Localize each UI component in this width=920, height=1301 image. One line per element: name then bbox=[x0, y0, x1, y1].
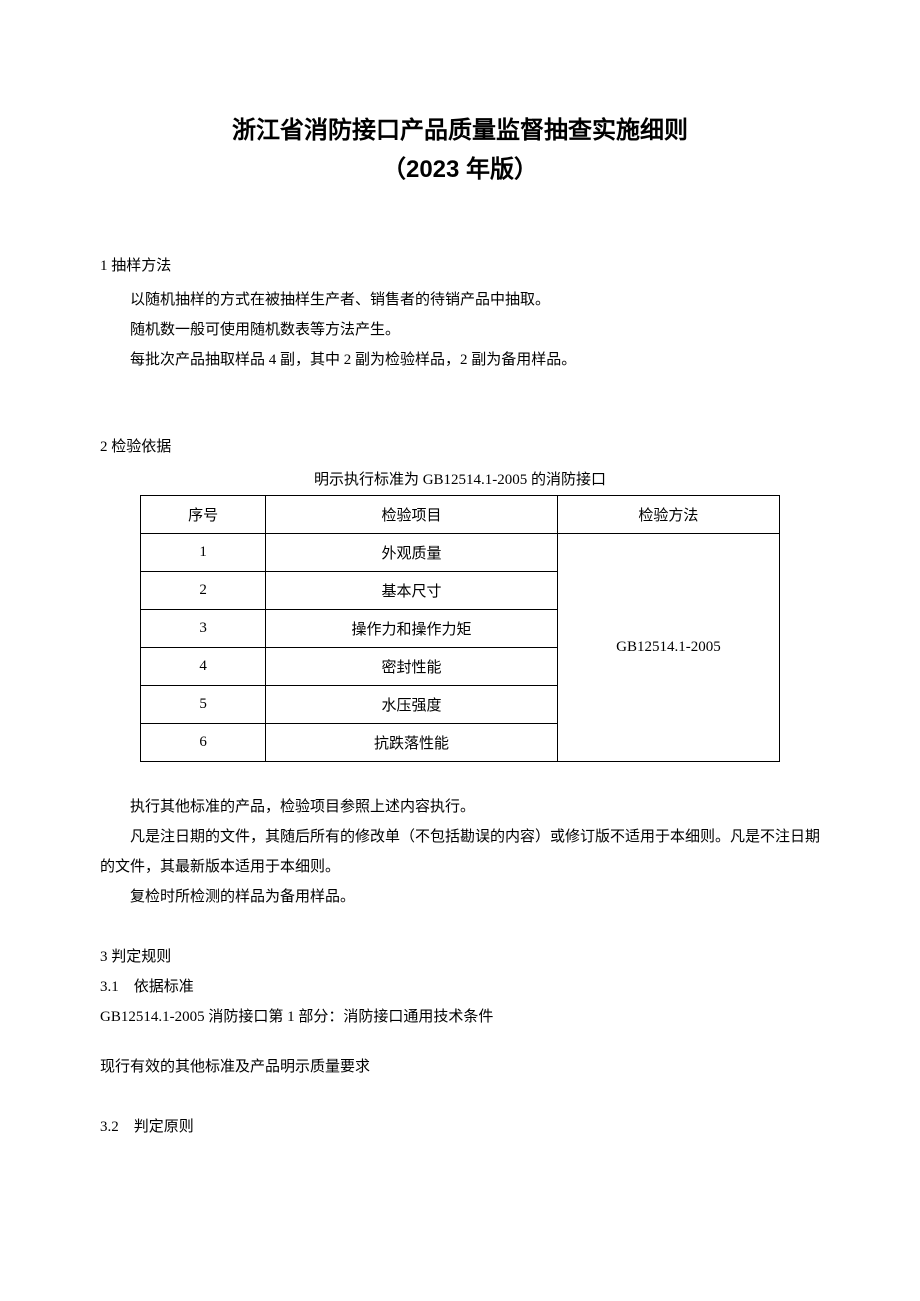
table-row: 1 外观质量 GB12514.1-2005 bbox=[141, 534, 780, 572]
section-2-after-3: 复检时所检测的样品为备用样品。 bbox=[100, 882, 820, 912]
document-title: 浙江省消防接口产品质量监督抽查实施细则 bbox=[100, 110, 820, 145]
section-3-heading: 3 判定规则 bbox=[100, 942, 820, 972]
section-3-1-heading: 3.1 依据标准 bbox=[100, 972, 820, 1002]
spacer bbox=[100, 1082, 820, 1112]
section-1-heading: 1 抽样方法 bbox=[100, 254, 820, 275]
col-header-method: 检验方法 bbox=[557, 496, 779, 534]
spacer bbox=[100, 375, 820, 405]
cell-seq: 6 bbox=[141, 724, 266, 762]
section-2-after-2: 凡是注日期的文件，其随后所有的修改单（不包括勘误的内容）或修订版不适用于本细则。… bbox=[100, 822, 820, 882]
cell-item: 外观质量 bbox=[266, 534, 558, 572]
section-1-para-1: 以随机抽样的方式在被抽样生产者、销售者的待销产品中抽取。 bbox=[100, 285, 820, 315]
spacer bbox=[100, 912, 820, 942]
cell-item: 基本尺寸 bbox=[266, 572, 558, 610]
cell-seq: 2 bbox=[141, 572, 266, 610]
cell-method-merged: GB12514.1-2005 bbox=[557, 534, 779, 762]
table-header-row: 序号 检验项目 检验方法 bbox=[141, 496, 780, 534]
section-2-heading: 2 检验依据 bbox=[100, 435, 820, 456]
document-subtitle: （2023 年版） bbox=[100, 149, 820, 184]
cell-item: 操作力和操作力矩 bbox=[266, 610, 558, 648]
section-1-para-2: 随机数一般可使用随机数表等方法产生。 bbox=[100, 315, 820, 345]
section-2-after-1: 执行其他标准的产品，检验项目参照上述内容执行。 bbox=[100, 792, 820, 822]
section-1-para-3: 每批次产品抽取样品 4 副，其中 2 副为检验样品，2 副为备用样品。 bbox=[100, 345, 820, 375]
spacer bbox=[100, 762, 820, 792]
section-3-1-line-1: GB12514.1-2005 消防接口第 1 部分：消防接口通用技术条件 bbox=[100, 1002, 820, 1032]
cell-seq: 3 bbox=[141, 610, 266, 648]
spacer bbox=[100, 1032, 820, 1052]
section-3-2-heading: 3.2 判定原则 bbox=[100, 1112, 820, 1142]
section-3-1-line-2: 现行有效的其他标准及产品明示质量要求 bbox=[100, 1052, 820, 1082]
cell-seq: 1 bbox=[141, 534, 266, 572]
cell-seq: 5 bbox=[141, 686, 266, 724]
cell-item: 密封性能 bbox=[266, 648, 558, 686]
cell-item: 抗跌落性能 bbox=[266, 724, 558, 762]
col-header-seq: 序号 bbox=[141, 496, 266, 534]
document-page: 浙江省消防接口产品质量监督抽查实施细则 （2023 年版） 1 抽样方法 以随机… bbox=[0, 0, 920, 1301]
cell-item: 水压强度 bbox=[266, 686, 558, 724]
table-caption: 明示执行标准为 GB12514.1-2005 的消防接口 bbox=[100, 468, 820, 489]
inspection-table: 序号 检验项目 检验方法 1 外观质量 GB12514.1-2005 2 基本尺… bbox=[140, 495, 780, 762]
cell-seq: 4 bbox=[141, 648, 266, 686]
col-header-item: 检验项目 bbox=[266, 496, 558, 534]
title-block: 浙江省消防接口产品质量监督抽查实施细则 （2023 年版） bbox=[100, 110, 820, 184]
